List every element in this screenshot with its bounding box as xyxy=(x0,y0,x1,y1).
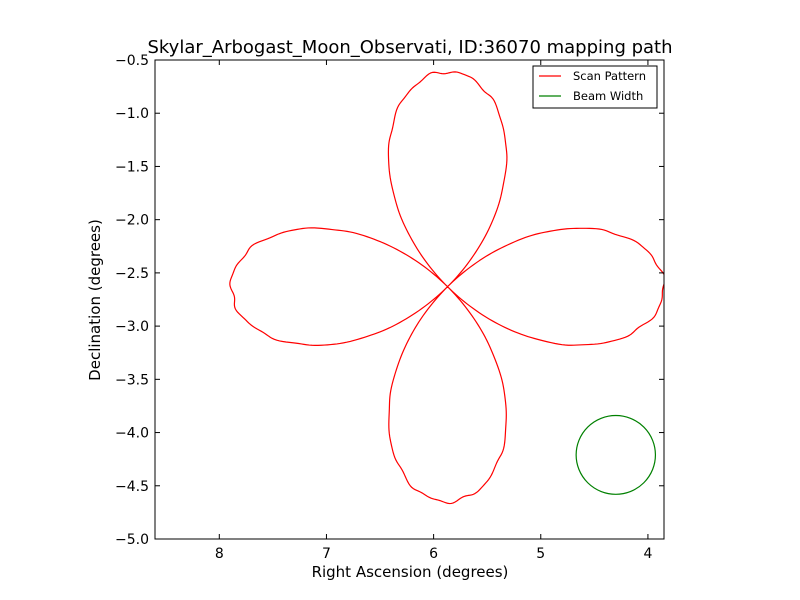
beam-width-circle xyxy=(575,414,657,495)
y-tick-label: −4.5 xyxy=(115,479,149,495)
y-tick-label: −2.0 xyxy=(115,213,149,229)
x-tick-label: 8 xyxy=(215,546,224,562)
chart-title: Skylar_Arbogast_Moon_Observati, ID:36070… xyxy=(147,37,672,58)
y-tick-label: −3.5 xyxy=(115,372,149,388)
legend-label: Beam Width xyxy=(573,89,643,103)
x-tick-label: 6 xyxy=(429,546,438,562)
y-tick-label: −4.0 xyxy=(115,426,149,442)
legend-box xyxy=(532,65,658,109)
axis-ticks: 8 7 6 5 4 −0.5 −1.0 −1.5 −2.0 −2.5 −3.0 −3.5 −4.0 −4.… xyxy=(115,53,664,562)
plot-series xyxy=(229,71,664,505)
legend: Scan Pattern Beam Width xyxy=(532,65,658,109)
x-tick-label: 5 xyxy=(536,546,545,562)
y-tick-label: −0.5 xyxy=(115,53,149,69)
axes-frame xyxy=(154,59,665,540)
x-tick-label: 4 xyxy=(643,546,652,562)
y-tick-label: −5.0 xyxy=(115,532,149,548)
x-tick-label: 7 xyxy=(322,546,331,562)
y-tick-label: −2.5 xyxy=(115,266,149,282)
y-axis-label: Declination (degrees) xyxy=(86,219,104,381)
y-tick-label: −1.0 xyxy=(115,106,149,122)
scan-pattern-line xyxy=(229,71,664,505)
y-tick-label: −1.5 xyxy=(115,159,149,175)
x-axis-label: Right Ascension (degrees) xyxy=(312,563,509,581)
legend-label: Scan Pattern xyxy=(573,69,646,83)
y-tick-label: −3.0 xyxy=(115,319,149,335)
plot-area xyxy=(229,71,664,505)
